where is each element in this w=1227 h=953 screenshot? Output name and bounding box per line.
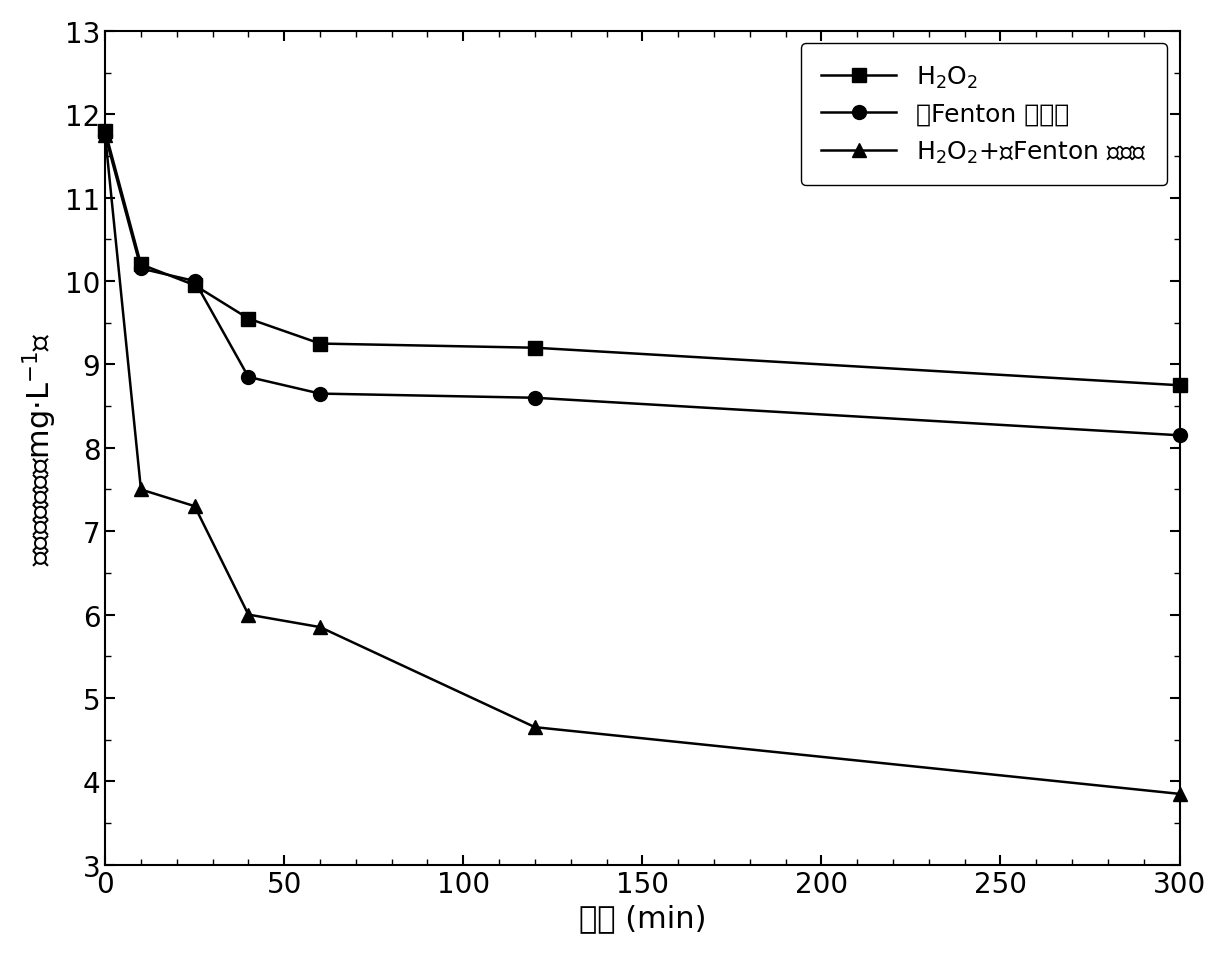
- Y-axis label: 环丙沙星浓度（mg·L$^{-1}$）: 环丙沙星浓度（mg·L$^{-1}$）: [21, 332, 59, 565]
- X-axis label: 时间 (min): 时间 (min): [579, 903, 706, 932]
- Legend: H$_2$O$_2$, 类Fenton 奶化剂, H$_2$O$_2$+类Fenton 奶化剂: H$_2$O$_2$, 类Fenton 奶化剂, H$_2$O$_2$+类Fen…: [801, 44, 1167, 186]
